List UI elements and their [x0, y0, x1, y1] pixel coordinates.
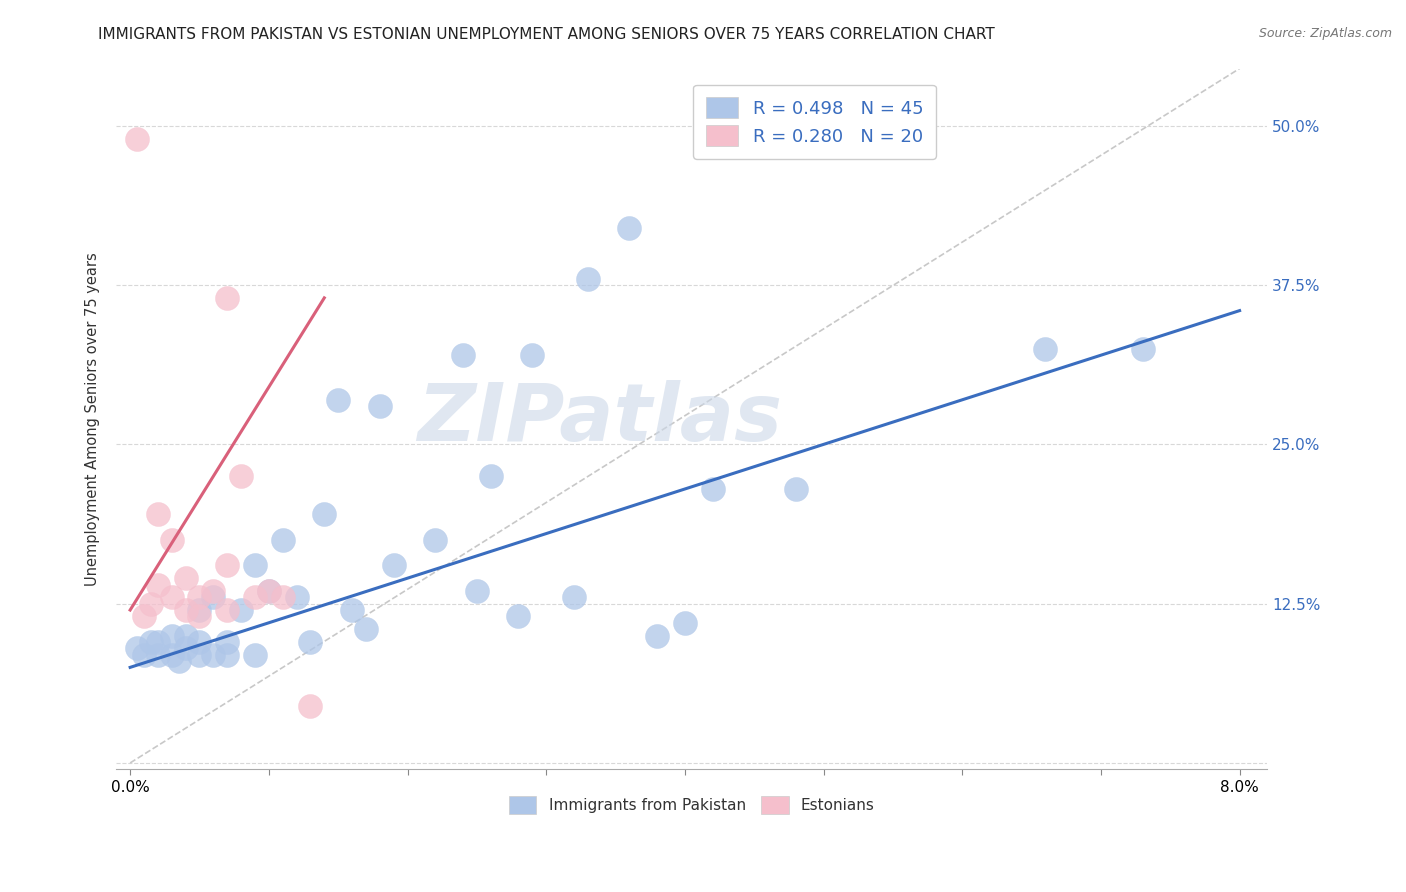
- Point: [451, 348, 474, 362]
- Point: [257, 583, 280, 598]
- Point: [368, 399, 391, 413]
- Point: [132, 648, 155, 662]
- Point: [188, 591, 211, 605]
- Point: [314, 508, 336, 522]
- Point: [562, 591, 585, 605]
- Point: [299, 698, 322, 713]
- Point: [1035, 342, 1057, 356]
- Point: [1132, 342, 1154, 356]
- Point: [465, 583, 488, 598]
- Point: [328, 392, 350, 407]
- Point: [340, 603, 363, 617]
- Point: [188, 635, 211, 649]
- Point: [508, 609, 530, 624]
- Point: [673, 615, 696, 630]
- Point: [132, 609, 155, 624]
- Point: [243, 648, 266, 662]
- Y-axis label: Unemployment Among Seniors over 75 years: Unemployment Among Seniors over 75 years: [86, 252, 100, 586]
- Point: [188, 648, 211, 662]
- Point: [160, 628, 183, 642]
- Point: [522, 348, 544, 362]
- Point: [271, 533, 294, 547]
- Point: [146, 635, 169, 649]
- Text: IMMIGRANTS FROM PAKISTAN VS ESTONIAN UNEMPLOYMENT AMONG SENIORS OVER 75 YEARS CO: IMMIGRANTS FROM PAKISTAN VS ESTONIAN UNE…: [98, 27, 995, 42]
- Point: [160, 648, 183, 662]
- Point: [139, 635, 162, 649]
- Point: [645, 628, 668, 642]
- Point: [229, 469, 252, 483]
- Point: [425, 533, 447, 547]
- Point: [702, 482, 724, 496]
- Point: [271, 591, 294, 605]
- Point: [243, 558, 266, 573]
- Point: [217, 558, 239, 573]
- Legend: Immigrants from Pakistan, Estonians: Immigrants from Pakistan, Estonians: [498, 786, 886, 825]
- Point: [146, 648, 169, 662]
- Point: [354, 622, 377, 636]
- Text: Source: ZipAtlas.com: Source: ZipAtlas.com: [1258, 27, 1392, 40]
- Point: [217, 648, 239, 662]
- Point: [619, 220, 641, 235]
- Point: [202, 583, 225, 598]
- Point: [174, 641, 197, 656]
- Point: [382, 558, 405, 573]
- Point: [125, 641, 148, 656]
- Point: [785, 482, 807, 496]
- Point: [146, 508, 169, 522]
- Point: [243, 591, 266, 605]
- Point: [174, 571, 197, 585]
- Point: [167, 654, 190, 668]
- Point: [229, 603, 252, 617]
- Point: [188, 603, 211, 617]
- Point: [285, 591, 308, 605]
- Point: [125, 131, 148, 145]
- Text: ZIPatlas: ZIPatlas: [418, 380, 782, 458]
- Point: [217, 603, 239, 617]
- Point: [174, 628, 197, 642]
- Point: [174, 603, 197, 617]
- Point: [217, 635, 239, 649]
- Point: [217, 291, 239, 305]
- Point: [257, 583, 280, 598]
- Point: [139, 597, 162, 611]
- Point: [160, 533, 183, 547]
- Point: [188, 609, 211, 624]
- Point: [299, 635, 322, 649]
- Point: [160, 591, 183, 605]
- Point: [202, 591, 225, 605]
- Point: [202, 648, 225, 662]
- Point: [479, 469, 502, 483]
- Point: [576, 272, 599, 286]
- Point: [146, 577, 169, 591]
